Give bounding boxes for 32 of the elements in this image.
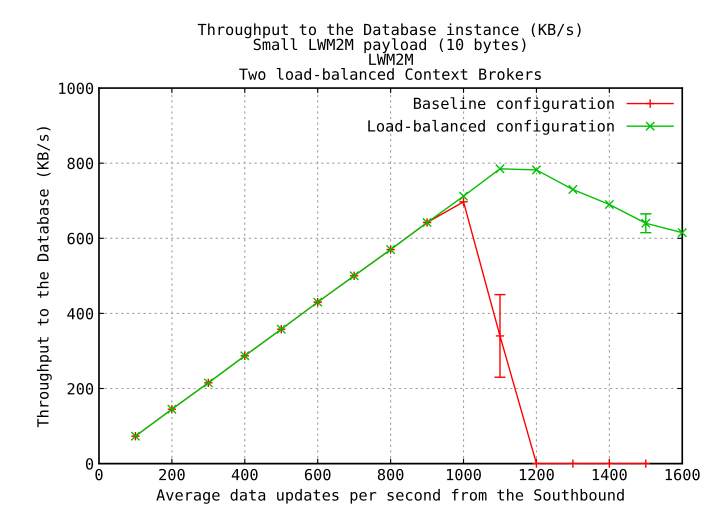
y-tick-label: 0 [86,458,94,470]
chart-title: Throughput to the Database instance (KB/s) Small LWM2M payload (10 bytes) LWM2M Two load-balanced Context Brokers [198,23,581,80]
legend-label: Load-balanced configuration [368,120,614,135]
point [532,458,542,468]
y-axis-title: Throughput to the Database (KB/s) [36,127,52,428]
y-tick-label: 800 [68,158,94,170]
x-tick-label: 800 [378,468,404,480]
y-tick-label: 600 [68,232,94,244]
x-tick-label: 200 [159,468,185,480]
point [604,458,614,468]
point [677,228,688,238]
point [495,164,505,174]
x-tick-label: 1000 [446,468,481,480]
point [640,218,651,228]
y-tick-label: 1000 [59,82,94,94]
x-axis-title: Average data updates per second from the Southbound [156,488,624,504]
point [640,458,651,468]
y-tick-label: 400 [67,308,94,320]
point [604,200,614,210]
point [532,165,542,175]
point [568,458,578,468]
x-tick-label: 1200 [520,468,554,480]
point [458,196,468,207]
legend-label: Baseline configuration [414,97,614,112]
point [458,191,468,202]
point [568,184,578,194]
x-tick-label: 600 [304,468,331,480]
x-tick-label: 1400 [592,468,627,480]
y-tick-label: 200 [68,383,94,395]
x-tick-label: 0 [95,468,103,480]
x-tick-label: 1600 [666,468,700,480]
x-tick-label: 400 [232,468,258,480]
